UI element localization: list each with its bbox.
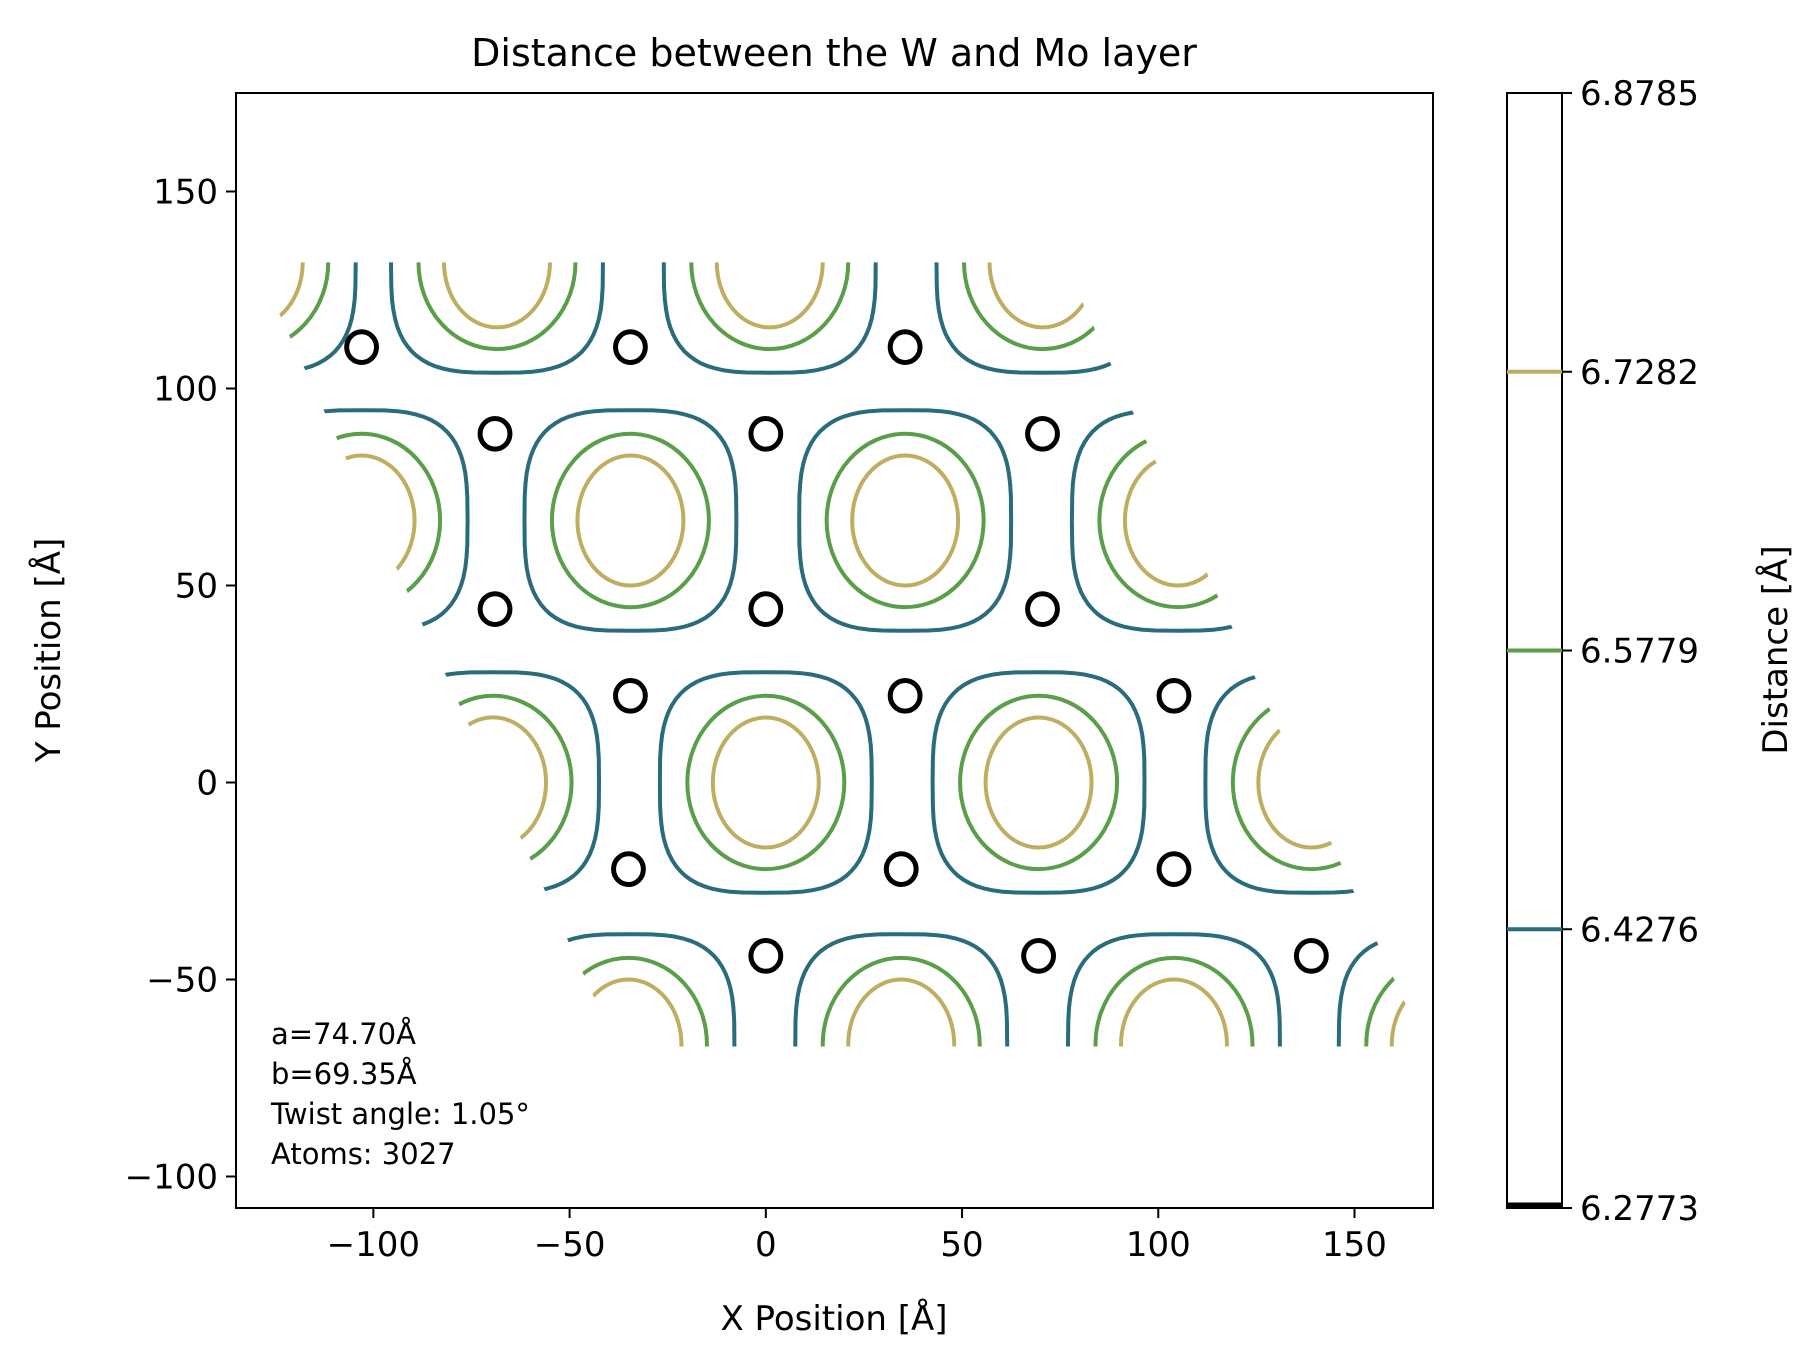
contour-ring-6.5779 xyxy=(1093,955,1255,1047)
contour-ring-6.7282 xyxy=(1118,977,1229,1047)
contour-ring-6.4276 xyxy=(388,262,605,375)
colorbar-tick-label: 6.8785 xyxy=(1580,74,1699,114)
contour-minimum-ring xyxy=(1025,591,1060,627)
contour-ring-6.5779 xyxy=(824,431,986,610)
contour-ring-6.4276 xyxy=(793,932,1010,1047)
y-tick-label: 100 xyxy=(153,369,218,409)
annotation-line-twist: Twist angle: 1.05° xyxy=(270,1097,530,1131)
x-tick-label: 150 xyxy=(1322,1225,1387,1265)
colorbar-label: Distance [Å] xyxy=(1755,545,1796,754)
y-tick-label: 150 xyxy=(153,172,218,212)
contour-ring-6.4276 xyxy=(657,670,874,895)
y-axis-label: Y Position [Å] xyxy=(28,538,69,764)
contour-minimum-ring xyxy=(887,329,923,365)
contour-minimum-ring xyxy=(477,415,513,452)
contour-minimum-ring xyxy=(1025,415,1060,452)
contour-ring-6.4276 xyxy=(255,262,358,375)
contour-ring-6.4276 xyxy=(661,262,878,375)
contour-ring-6.7282 xyxy=(846,977,957,1047)
contour-minimum-ring xyxy=(883,851,919,888)
contour-minimum-ring xyxy=(748,415,784,452)
x-tick-label: 100 xyxy=(1126,1225,1191,1265)
x-tick-label: −100 xyxy=(327,1225,420,1265)
x-tick-label: −50 xyxy=(534,1225,606,1265)
x-tick-label: 0 xyxy=(755,1225,777,1265)
y-tick-label: −50 xyxy=(146,960,218,1000)
x-axis-label: X Position [Å] xyxy=(720,1298,947,1339)
contour-minimum-ring xyxy=(1156,677,1192,714)
annotation-line-atoms: Atoms: 3027 xyxy=(271,1137,456,1171)
contour-ring-6.7282 xyxy=(442,262,552,330)
contour-minimum-ring xyxy=(477,591,513,627)
contour-minimum-ring xyxy=(748,591,784,627)
contour-ring-6.7282 xyxy=(575,453,686,588)
colorbar: 6.2773 6.4276 6.5779 6.7282 6.8785 Distance … xyxy=(1506,74,1796,1229)
contour-minimum-ring xyxy=(748,937,784,974)
contour-ring-6.4276 xyxy=(255,408,470,633)
x-axis-ticks: −100 −50 0 50 100 150 xyxy=(327,1208,1387,1265)
colorbar-ticks: 6.2773 6.4276 6.5779 6.7282 6.8785 xyxy=(1562,74,1699,1229)
contour-ring-6.5779 xyxy=(820,955,982,1047)
contour-ring-6.5779 xyxy=(958,693,1120,872)
contour-ring-6.4276 xyxy=(522,408,739,633)
contour-minimum-ring xyxy=(1021,937,1056,974)
colorbar-tick-label: 6.7282 xyxy=(1580,353,1699,393)
contour-ring-6.5779 xyxy=(416,262,578,352)
colorbar-tick-label: 6.2773 xyxy=(1580,1189,1699,1229)
annotation-line-a: a=74.70Å xyxy=(271,1017,416,1051)
contour-minimum-ring xyxy=(611,851,646,888)
colorbar-tick-label: 6.5779 xyxy=(1580,632,1699,672)
contour-ring-6.5779 xyxy=(255,262,331,352)
contour-ring-6.7282 xyxy=(850,453,961,588)
contour-ring-6.7282 xyxy=(714,262,825,330)
colorbar-levels xyxy=(1507,369,1562,1208)
contour-minimum-ring xyxy=(613,329,648,365)
contour-ring-6.4276 xyxy=(797,408,1014,633)
contour-minimum-ring xyxy=(344,329,380,365)
contour-minimum-ring xyxy=(887,677,923,714)
contour-ring-6.4276 xyxy=(1336,932,1426,1047)
contour-ring-6.5779 xyxy=(689,262,851,352)
axes-frame xyxy=(235,92,1434,1209)
contour-minimum-ring xyxy=(613,677,648,714)
contour-ring-6.5779 xyxy=(549,431,711,610)
colorbar-tick-label: 6.4276 xyxy=(1580,910,1699,950)
y-tick-label: −100 xyxy=(125,1157,218,1197)
y-tick-label: 50 xyxy=(175,566,218,606)
contour-ring-6.5779 xyxy=(547,955,709,1047)
contour-minimum-ring xyxy=(1293,937,1329,974)
contour-ring-6.7282 xyxy=(255,262,305,330)
contour-ring-6.7282 xyxy=(983,715,1094,850)
chart-title: Distance between the W and Mo layer xyxy=(471,31,1197,75)
contour-ring-6.4276 xyxy=(930,670,1147,895)
contour-ring-6.5779 xyxy=(685,693,847,872)
y-axis-ticks: −100 −50 0 50 100 150 xyxy=(125,172,236,1197)
annotation-box: a=74.70Å b=69.35Å Twist angle: 1.05° Ato… xyxy=(270,1017,530,1171)
x-tick-label: 50 xyxy=(940,1225,983,1265)
annotation-line-b: b=69.35Å xyxy=(271,1057,417,1091)
contour-ring-6.7282 xyxy=(573,977,684,1047)
y-tick-label: 0 xyxy=(196,763,218,803)
contour-ring-6.4276 xyxy=(1065,932,1282,1047)
contour-minimum-ring xyxy=(1156,851,1192,888)
contour-ring-6.7282 xyxy=(710,715,821,850)
